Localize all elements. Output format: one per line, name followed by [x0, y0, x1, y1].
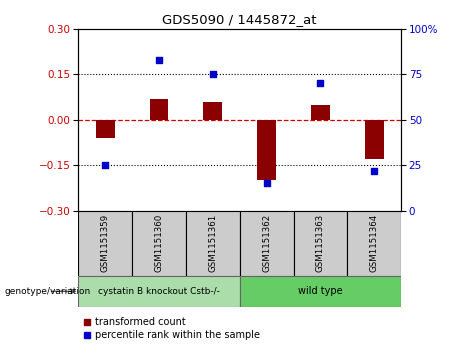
- Bar: [186, 211, 240, 276]
- Bar: [294, 211, 347, 276]
- Text: GSM1151360: GSM1151360: [154, 214, 164, 272]
- Bar: [78, 211, 132, 276]
- Text: genotype/variation: genotype/variation: [5, 287, 91, 296]
- Bar: [78, 276, 240, 307]
- Text: GSM1151361: GSM1151361: [208, 214, 217, 272]
- Bar: [347, 211, 401, 276]
- Point: [371, 168, 378, 174]
- Text: GSM1151363: GSM1151363: [316, 214, 325, 272]
- Bar: [240, 211, 294, 276]
- Text: GSM1151364: GSM1151364: [370, 214, 378, 272]
- Point: [209, 72, 217, 77]
- Bar: [311, 105, 330, 120]
- Bar: [257, 120, 276, 180]
- Point: [101, 162, 109, 168]
- Point: [317, 81, 324, 86]
- Bar: [150, 99, 168, 120]
- Bar: [365, 120, 384, 159]
- Point: [155, 57, 163, 63]
- Point: [263, 180, 270, 186]
- Bar: [240, 276, 401, 307]
- Bar: [132, 211, 186, 276]
- Title: GDS5090 / 1445872_at: GDS5090 / 1445872_at: [162, 13, 317, 26]
- Bar: [96, 120, 115, 138]
- Text: wild type: wild type: [298, 286, 343, 296]
- Text: GSM1151359: GSM1151359: [101, 214, 110, 272]
- Text: cystatin B knockout Cstb-/-: cystatin B knockout Cstb-/-: [98, 287, 220, 296]
- Legend: transformed count, percentile rank within the sample: transformed count, percentile rank withi…: [83, 317, 260, 340]
- Bar: [203, 102, 222, 120]
- Text: GSM1151362: GSM1151362: [262, 214, 271, 272]
